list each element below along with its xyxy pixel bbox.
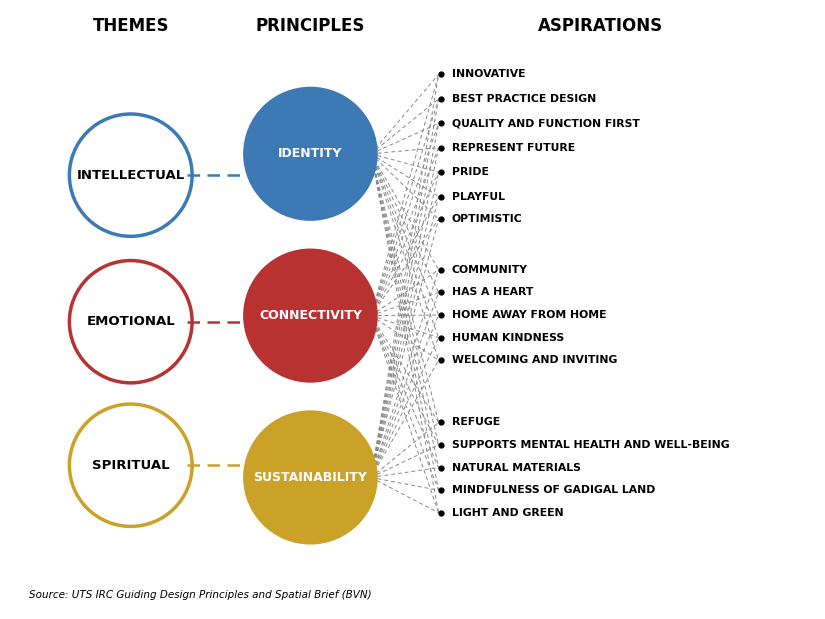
Text: HOME AWAY FROM HOME: HOME AWAY FROM HOME: [452, 310, 606, 320]
Text: Source: UTS IRC Guiding Design Principles and Spatial Brief (BVN): Source: UTS IRC Guiding Design Principle…: [29, 589, 371, 600]
Text: REPRESENT FUTURE: REPRESENT FUTURE: [452, 142, 575, 153]
Text: WELCOMING AND INVITING: WELCOMING AND INVITING: [452, 355, 617, 365]
Text: IDENTITY: IDENTITY: [278, 147, 342, 160]
Text: INTELLECTUAL: INTELLECTUAL: [77, 168, 185, 181]
Ellipse shape: [243, 410, 378, 545]
Text: QUALITY AND FUNCTION FIRST: QUALITY AND FUNCTION FIRST: [452, 118, 639, 128]
Text: SUPPORTS MENTAL HEALTH AND WELL-BEING: SUPPORTS MENTAL HEALTH AND WELL-BEING: [452, 440, 729, 450]
Text: OPTIMISTIC: OPTIMISTIC: [452, 214, 522, 224]
Text: PRINCIPLES: PRINCIPLES: [256, 17, 365, 35]
Text: SPIRITUAL: SPIRITUAL: [92, 459, 170, 472]
Text: ASPIRATIONS: ASPIRATIONS: [538, 17, 663, 35]
Text: INNOVATIVE: INNOVATIVE: [452, 69, 526, 79]
Text: THEMES: THEMES: [92, 17, 169, 35]
Text: PRIDE: PRIDE: [452, 167, 488, 177]
Text: EMOTIONAL: EMOTIONAL: [87, 315, 175, 328]
Ellipse shape: [243, 248, 378, 383]
Ellipse shape: [69, 261, 192, 383]
Ellipse shape: [69, 114, 192, 236]
Text: CONNECTIVITY: CONNECTIVITY: [259, 309, 362, 322]
Text: BEST PRACTICE DESIGN: BEST PRACTICE DESIGN: [452, 94, 596, 104]
Text: HAS A HEART: HAS A HEART: [452, 287, 533, 297]
Text: SUSTAINABILITY: SUSTAINABILITY: [253, 471, 367, 484]
Text: PLAYFUL: PLAYFUL: [452, 191, 505, 202]
Text: MINDFULNESS OF GADIGAL LAND: MINDFULNESS OF GADIGAL LAND: [452, 485, 655, 495]
Text: COMMUNITY: COMMUNITY: [452, 265, 528, 275]
Text: NATURAL MATERIALS: NATURAL MATERIALS: [452, 462, 581, 473]
Ellipse shape: [243, 87, 378, 221]
Text: LIGHT AND GREEN: LIGHT AND GREEN: [452, 508, 563, 518]
Ellipse shape: [69, 404, 192, 526]
Text: HUMAN KINDNESS: HUMAN KINDNESS: [452, 332, 563, 342]
Text: REFUGE: REFUGE: [452, 417, 500, 428]
